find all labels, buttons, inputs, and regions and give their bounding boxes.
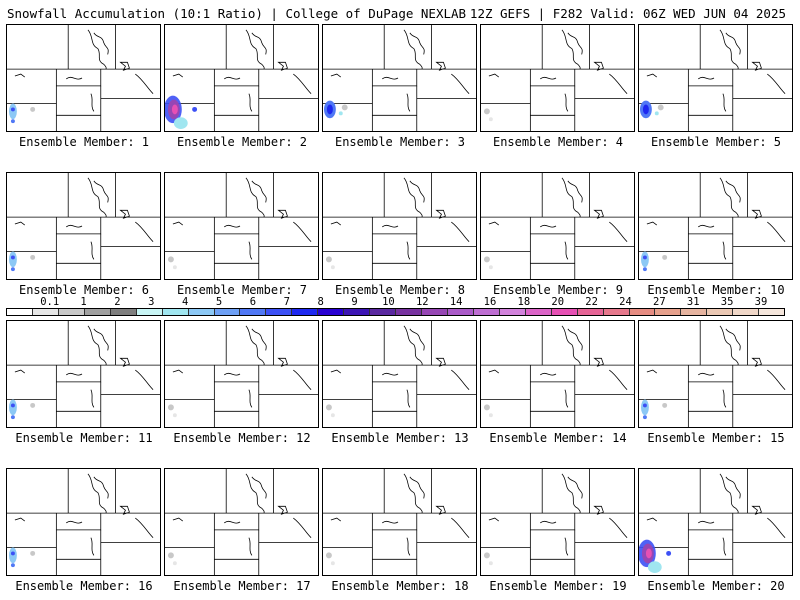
colorbar-swatch <box>58 309 85 315</box>
colorbar-tick-label: 4 <box>182 296 189 308</box>
ensemble-member-label: Ensemble Member: 12 <box>173 431 311 445</box>
colorbar-swatch <box>240 309 267 315</box>
snowfall-map <box>480 172 635 280</box>
colorbar-tick-label: 31 <box>686 296 700 308</box>
colorbar-tick-label: 5 <box>215 296 223 308</box>
colorbar-swatch <box>707 309 734 315</box>
snowfall-map <box>480 468 635 576</box>
colorbar-ticks: 0.1 1 2 3 4 5 6 7 8 9 10 12 14 16 18 20 22 24 27 31 35 39 <box>6 296 785 308</box>
colorbar-tick-label: 20 <box>551 296 565 308</box>
colorbar-swatch <box>551 309 578 315</box>
ensemble-member-label: Ensemble Member: 5 <box>650 135 782 149</box>
colorbar-swatch <box>655 309 682 315</box>
snowfall-map <box>638 320 793 428</box>
colorbar-swatch <box>292 309 319 315</box>
ensemble-member-label: Ensemble Member: 3 <box>334 135 466 149</box>
ensemble-member-label: Ensemble Member: 19 <box>489 579 627 593</box>
chart-title: Snowfall Accumulation (10:1 Ratio) | Col… <box>7 6 467 21</box>
colorbar-swatch <box>370 309 397 315</box>
colorbar-swatch <box>188 309 215 315</box>
snowfall-map <box>6 172 161 280</box>
snowfall-map <box>164 24 319 132</box>
colorbar-tick-label: 12 <box>415 296 429 308</box>
ensemble-member-label: Ensemble Member: 18 <box>331 579 469 593</box>
snowfall-map <box>6 468 161 576</box>
colorbar-tick-label: 18 <box>517 296 531 308</box>
snowfall-map <box>480 320 635 428</box>
ensemble-member-label: Ensemble Member: 4 <box>492 135 624 149</box>
colorbar-tick-label: 10 <box>382 296 395 308</box>
colorbar-tick-label: 22 <box>585 296 598 308</box>
ensemble-member-label: Ensemble Member: 8 <box>334 283 466 297</box>
colorbar-swatch <box>603 309 630 315</box>
ensemble-member-label: Ensemble Member: 6 <box>18 283 150 297</box>
snowfall-map <box>164 172 319 280</box>
snowfall-map <box>322 24 477 132</box>
colorbar-swatch <box>318 309 345 315</box>
ensemble-member-label: Ensemble Member: 1 <box>18 135 150 149</box>
snowfall-map <box>6 320 161 428</box>
colorbar-tick-label: 6 <box>249 296 257 308</box>
snowfall-map <box>322 468 477 576</box>
snowfall-map <box>322 320 477 428</box>
colorbar-tick-label: 8 <box>317 296 324 308</box>
colorbar-swatch <box>422 309 448 315</box>
model-run-info: 12Z GEFS | F282 Valid: 06Z WED JUN 04 20… <box>469 6 786 21</box>
colorbar-tick-label: 1 <box>80 296 87 308</box>
colorbar-tick-label: 0.1 <box>40 296 60 308</box>
colorbar-scale <box>6 308 785 316</box>
snowfall-map <box>6 24 161 132</box>
ensemble-member-label: Ensemble Member: 13 <box>331 431 469 445</box>
colorbar-swatch <box>32 309 59 315</box>
snowfall-map <box>164 320 319 428</box>
colorbar-swatch <box>162 309 189 315</box>
colorbar-swatch <box>629 309 656 315</box>
colorbar-swatch <box>266 309 293 315</box>
colorbar-tick-label: 39 <box>754 296 768 308</box>
colorbar-swatch <box>136 309 163 315</box>
snowfall-map <box>638 468 793 576</box>
colorbar-tick-label: 9 <box>351 296 358 308</box>
snowfall-map <box>322 172 477 280</box>
snowfall-map <box>638 24 793 132</box>
colorbar-tick-label: 14 <box>449 296 463 308</box>
colorbar-swatch <box>447 309 474 315</box>
colorbar-tick-label: 24 <box>619 296 632 308</box>
colorbar-tick-label: 7 <box>283 296 290 308</box>
ensemble-member-label: Ensemble Member: 9 <box>492 283 624 297</box>
colorbar-swatch <box>525 309 552 315</box>
colorbar-swatch <box>733 309 760 315</box>
ensemble-member-label: Ensemble Member: 14 <box>489 431 627 445</box>
colorbar-swatch <box>681 309 708 315</box>
colorbar-swatch <box>396 309 422 315</box>
ensemble-member-label: Ensemble Member: 15 <box>647 431 785 445</box>
ensemble-member-label: Ensemble Member: 16 <box>15 579 153 593</box>
colorbar-tick-label: 27 <box>653 296 666 308</box>
colorbar-swatch <box>759 309 785 315</box>
colorbar-swatch <box>7 309 33 315</box>
colorbar-tick-label: 16 <box>483 296 497 308</box>
colorbar-tick-label: 2 <box>114 296 121 308</box>
ensemble-member-label: Ensemble Member: 7 <box>176 283 308 297</box>
colorbar-tick-label: 35 <box>720 296 734 308</box>
snowfall-map <box>638 172 793 280</box>
ensemble-member-label: Ensemble Member: 17 <box>173 579 311 593</box>
colorbar-swatch <box>214 309 241 315</box>
snowfall-map <box>480 24 635 132</box>
colorbar-legend: 0.1 1 2 3 4 5 6 7 8 9 10 12 14 16 18 20 22 24 27 31 35 39 <box>6 296 785 318</box>
colorbar-swatch <box>110 309 137 315</box>
ensemble-member-label: Ensemble Member: 2 <box>176 135 308 149</box>
colorbar-swatch <box>84 309 111 315</box>
snowfall-map <box>164 468 319 576</box>
ensemble-member-label: Ensemble Member: 10 <box>647 283 785 297</box>
colorbar-swatch <box>499 309 526 315</box>
colorbar-swatch <box>577 309 604 315</box>
ensemble-member-label: Ensemble Member: 20 <box>647 579 785 593</box>
colorbar-swatch <box>344 309 371 315</box>
ensemble-member-label: Ensemble Member: 11 <box>15 431 153 445</box>
colorbar-tick-label: 3 <box>148 296 155 308</box>
colorbar-swatch <box>473 309 500 315</box>
